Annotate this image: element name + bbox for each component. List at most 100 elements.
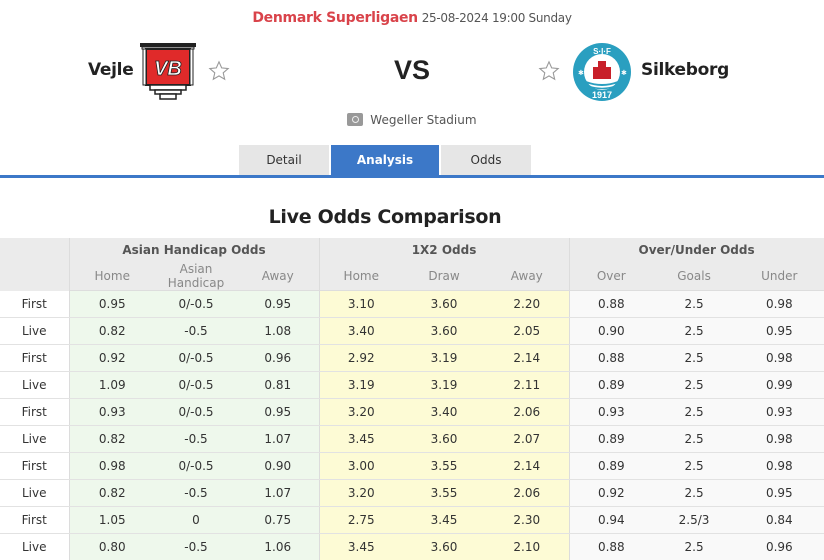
vs-label: VS [393, 55, 431, 85]
league-name[interactable]: Denmark Superligaen [252, 10, 418, 26]
table-row: First 0.93 0/-0.5 0.95 3.20 3.40 2.06 0.93 2.5 0.… [0, 398, 824, 426]
tab-underline [0, 175, 824, 178]
cell-ah-handicap: 0/-0.5 [155, 344, 237, 372]
cell-1x2-away: 2.07 [485, 425, 570, 453]
cell-ou-goals: 2.5 [653, 479, 736, 507]
cell-1x2-home: 3.20 [319, 479, 404, 507]
cell-ou-over: 0.89 [569, 425, 654, 453]
svg-text:✱: ✱ [621, 69, 627, 77]
cell-1x2-home: 2.75 [319, 506, 404, 534]
table-row: First 0.95 0/-0.5 0.95 3.10 3.60 2.20 0.88 2.5 0.… [0, 290, 824, 318]
table-row: Live 0.82 -0.5 1.07 3.20 3.55 2.06 0.92 2.5 0.95 [0, 479, 824, 507]
table-row: Live 1.09 0/-0.5 0.81 3.19 3.19 2.11 0.89 2.5 0.9… [0, 371, 824, 399]
cell-1x2-home: 2.92 [319, 344, 404, 372]
tab-detail[interactable]: Detail [239, 145, 329, 175]
favorite-star-icon[interactable] [208, 60, 230, 82]
group-over-under: Over/Under Odds [569, 238, 824, 262]
cell-1x2-draw: 3.19 [403, 344, 486, 372]
cell-ah-handicap: -0.5 [155, 533, 237, 560]
cell-1x2-draw: 3.60 [403, 317, 486, 345]
table-row: Live 0.80 -0.5 1.06 3.45 3.60 2.10 0.88 2.5 0.96 [0, 533, 824, 560]
cell-1x2-away: 2.20 [485, 290, 570, 318]
away-team-logo: S·I·F 1917 ✱ ✱ [573, 43, 631, 101]
cell-ou-over: 0.93 [569, 398, 654, 426]
cell-ah-away: 1.06 [237, 533, 320, 560]
cell-ou-under: 0.96 [735, 533, 824, 560]
cell-1x2-away: 2.30 [485, 506, 570, 534]
cell-ou-over: 0.88 [569, 533, 654, 560]
venue-name: Wegeller Stadium [370, 113, 477, 127]
cell-1x2-away: 2.14 [485, 452, 570, 480]
cell-ou-under: 0.95 [735, 317, 824, 345]
cell-1x2-home: 3.00 [319, 452, 404, 480]
tab-bar: Detail Analysis Odds [239, 145, 533, 175]
venue: Wegeller Stadium [0, 113, 824, 127]
cell-1x2-away: 2.10 [485, 533, 570, 560]
cell-1x2-home: 3.20 [319, 398, 404, 426]
cell-ah-away: 0.90 [237, 452, 320, 480]
cell-ah-handicap: 0/-0.5 [155, 452, 237, 480]
cell-1x2-draw: 3.45 [403, 506, 486, 534]
table-row: Live 0.82 -0.5 1.08 3.40 3.60 2.05 0.90 2.5 0.95 [0, 317, 824, 345]
cell-ah-home: 0.82 [69, 479, 155, 507]
cell-1x2-home: 3.10 [319, 290, 404, 318]
cell-ah-away: 0.95 [237, 398, 320, 426]
row-label: First [0, 506, 70, 534]
cell-1x2-home: 3.45 [319, 533, 404, 560]
row-label: First [0, 290, 70, 318]
header-blank [0, 238, 70, 291]
cell-1x2-home: 3.19 [319, 371, 404, 399]
cell-ah-home: 0.80 [69, 533, 155, 560]
cell-1x2-draw: 3.19 [403, 371, 486, 399]
col-ou-over: Over [569, 262, 654, 291]
home-team-name[interactable]: Vejle [88, 60, 134, 80]
col-ah-away: Away [237, 262, 320, 291]
svg-text:1917: 1917 [592, 90, 612, 100]
row-label: Live [0, 317, 70, 345]
cell-ou-goals: 2.5 [653, 425, 736, 453]
cell-ou-under: 0.93 [735, 398, 824, 426]
col-ah-home: Home [69, 262, 155, 291]
cell-ou-under: 0.95 [735, 479, 824, 507]
tab-odds[interactable]: Odds [441, 145, 531, 175]
cell-ou-under: 0.98 [735, 290, 824, 318]
cell-ou-under: 0.98 [735, 344, 824, 372]
cell-1x2-away: 2.06 [485, 398, 570, 426]
cell-ah-handicap: 0/-0.5 [155, 371, 237, 399]
row-label: First [0, 398, 70, 426]
cell-ah-home: 0.82 [69, 317, 155, 345]
table-row: First 0.98 0/-0.5 0.90 3.00 3.55 2.14 0.89 2.5 0.… [0, 452, 824, 480]
cell-ah-home: 0.98 [69, 452, 155, 480]
cell-ou-over: 0.89 [569, 452, 654, 480]
cell-ou-over: 0.90 [569, 317, 654, 345]
tab-analysis[interactable]: Analysis [331, 145, 439, 175]
stadium-icon [347, 113, 364, 126]
cell-1x2-draw: 3.60 [403, 290, 486, 318]
cell-ou-goals: 2.5 [653, 344, 736, 372]
cell-1x2-draw: 3.55 [403, 479, 486, 507]
cell-ou-goals: 2.5/3 [653, 506, 736, 534]
table-row: Live 0.82 -0.5 1.07 3.45 3.60 2.07 0.89 2.5 0.98 [0, 425, 824, 453]
cell-1x2-draw: 3.40 [403, 398, 486, 426]
cell-ou-goals: 2.5 [653, 290, 736, 318]
col-1x2-home: Home [319, 262, 404, 291]
cell-1x2-draw: 3.60 [403, 533, 486, 560]
col-ou-under: Under [735, 262, 824, 291]
away-team-name[interactable]: Silkeborg [641, 60, 729, 80]
cell-ah-handicap: 0 [155, 506, 237, 534]
cell-ou-goals: 2.5 [653, 317, 736, 345]
row-label: Live [0, 371, 70, 399]
favorite-star-icon[interactable] [538, 60, 560, 82]
cell-ah-home: 0.82 [69, 425, 155, 453]
col-ah-handicap: Asian Handicap [155, 262, 237, 291]
svg-text:VB: VB [154, 58, 182, 80]
cell-ou-over: 0.92 [569, 479, 654, 507]
cell-ou-under: 0.99 [735, 371, 824, 399]
cell-ah-home: 1.09 [69, 371, 155, 399]
cell-ou-goals: 2.5 [653, 452, 736, 480]
cell-ou-over: 0.94 [569, 506, 654, 534]
row-label: Live [0, 533, 70, 560]
svg-text:✱: ✱ [578, 69, 584, 77]
cell-ou-under: 0.84 [735, 506, 824, 534]
cell-1x2-home: 3.45 [319, 425, 404, 453]
